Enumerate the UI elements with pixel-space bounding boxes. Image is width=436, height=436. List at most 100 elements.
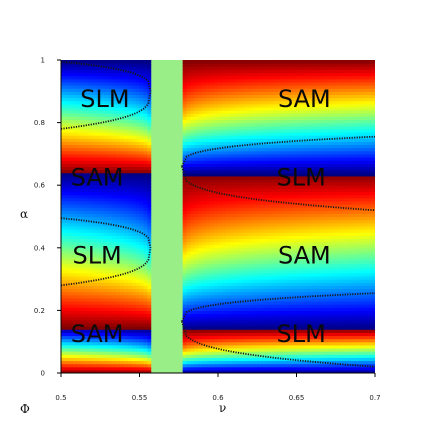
heatmap-cell xyxy=(241,369,247,373)
heatmap-cell xyxy=(159,357,164,362)
heatmap-cell xyxy=(76,285,82,290)
heatmap-cell xyxy=(194,266,199,271)
heatmap-cell xyxy=(174,110,180,114)
heatmap-cell xyxy=(61,332,66,337)
heatmap-cell xyxy=(233,272,239,277)
heatmap-cell xyxy=(245,344,250,349)
heatmap-cell xyxy=(61,75,66,80)
heatmap-cell xyxy=(119,197,125,202)
heatmap-cell xyxy=(127,72,133,77)
heatmap-cell xyxy=(166,81,172,86)
heatmap-cell xyxy=(210,178,215,183)
heatmap-cell xyxy=(186,357,192,362)
heatmap-cell xyxy=(72,319,78,324)
heatmap-cell xyxy=(253,229,258,233)
heatmap-cell xyxy=(92,275,97,280)
heatmap-cell xyxy=(170,247,176,252)
heatmap-cell xyxy=(143,163,148,168)
heatmap-cell xyxy=(143,69,148,74)
heatmap-cell xyxy=(61,141,66,146)
heatmap-cell xyxy=(190,135,196,139)
heatmap-cell xyxy=(76,75,82,80)
heatmap-cell xyxy=(186,341,192,346)
heatmap-cell xyxy=(163,235,168,240)
heatmap-cell xyxy=(147,60,152,64)
heatmap-cell xyxy=(190,282,196,286)
heatmap-cell xyxy=(225,288,231,293)
heatmap-cell xyxy=(80,357,86,362)
heatmap-cell xyxy=(218,241,223,246)
heatmap-cell xyxy=(186,172,192,177)
heatmap-cell xyxy=(170,250,176,255)
heatmap-cell xyxy=(210,116,215,121)
heatmap-cell xyxy=(80,269,86,274)
heatmap-cell xyxy=(151,103,156,108)
heatmap-cell xyxy=(115,166,121,171)
heatmap-cell xyxy=(84,94,90,99)
heatmap-cell xyxy=(155,357,160,362)
heatmap-cell xyxy=(233,138,239,142)
heatmap-cell xyxy=(135,200,141,205)
heatmap-cell xyxy=(112,344,117,349)
heatmap-cell xyxy=(206,203,211,208)
heatmap-cell xyxy=(233,150,239,155)
heatmap-cell xyxy=(123,125,129,130)
heatmap-cell xyxy=(61,257,66,261)
heatmap-cell xyxy=(84,344,90,349)
heatmap-cell xyxy=(210,307,215,311)
heatmap-cell xyxy=(131,85,137,89)
heatmap-cell xyxy=(245,125,250,130)
heatmap-cell xyxy=(245,241,250,246)
heatmap-cell xyxy=(72,266,78,271)
heatmap-cell xyxy=(218,135,223,139)
heatmap-cell xyxy=(127,178,133,183)
heatmap-cell xyxy=(151,191,156,196)
heatmap-cell xyxy=(249,157,254,161)
heatmap-cell xyxy=(135,213,141,218)
heatmap-cell xyxy=(64,135,70,139)
heatmap-cell xyxy=(253,322,258,327)
heatmap-cell xyxy=(198,78,203,83)
heatmap-cell xyxy=(108,153,113,158)
heatmap-cell xyxy=(61,250,66,255)
heatmap-cell xyxy=(80,247,86,252)
heatmap-cell xyxy=(202,150,207,155)
heatmap-cell xyxy=(170,141,176,146)
heatmap-cell xyxy=(96,347,101,352)
heatmap-cell xyxy=(119,357,125,362)
heatmap-cell xyxy=(237,254,243,258)
heatmap-cell xyxy=(166,332,172,337)
heatmap-cell xyxy=(123,185,129,189)
heatmap-cell xyxy=(127,254,133,258)
heatmap-cell xyxy=(245,363,250,368)
heatmap-cell xyxy=(245,288,250,293)
heatmap-cell xyxy=(174,275,180,280)
heatmap-cell xyxy=(221,279,227,283)
heatmap-cell xyxy=(80,185,86,189)
heatmap-cell xyxy=(96,75,101,80)
heatmap-cell xyxy=(237,329,243,333)
heatmap-cell xyxy=(139,238,145,243)
heatmap-cell xyxy=(112,260,117,265)
heatmap-cell xyxy=(104,175,109,180)
heatmap-cell xyxy=(214,166,219,171)
heatmap-cell xyxy=(214,144,219,149)
heatmap-cell xyxy=(108,210,113,214)
heatmap-cell xyxy=(194,369,199,373)
heatmap-cell xyxy=(174,144,180,149)
heatmap-cell xyxy=(96,275,101,280)
heatmap-cell xyxy=(147,272,152,277)
heatmap-cell xyxy=(72,131,78,136)
heatmap-cell xyxy=(135,81,141,86)
heatmap-cell xyxy=(96,188,101,193)
heatmap-cell xyxy=(221,369,227,373)
heatmap-cell xyxy=(225,172,231,177)
heatmap-cell xyxy=(190,247,196,252)
heatmap-cell xyxy=(233,178,239,183)
heatmap-cell xyxy=(143,294,148,299)
heatmap-cell xyxy=(178,203,184,208)
heatmap-cell xyxy=(100,250,105,255)
heatmap-cell xyxy=(139,147,145,152)
heatmap-cell xyxy=(68,225,74,230)
heatmap-cell xyxy=(166,153,172,158)
